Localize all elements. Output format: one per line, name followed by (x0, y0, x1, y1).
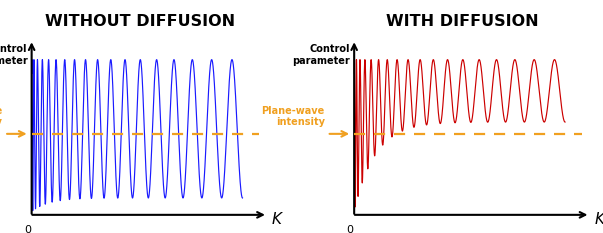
Text: K: K (595, 212, 603, 227)
Text: Plane-wave
intensity: Plane-wave intensity (0, 106, 2, 127)
Text: K: K (272, 212, 282, 227)
Title: WITHOUT DIFFUSION: WITHOUT DIFFUSION (45, 14, 235, 29)
Text: 0: 0 (347, 225, 353, 233)
Text: Control
parameter: Control parameter (292, 45, 350, 66)
Text: Control
parameter: Control parameter (0, 45, 27, 66)
Text: Plane-wave
intensity: Plane-wave intensity (261, 106, 324, 127)
Title: WITH DIFFUSION: WITH DIFFUSION (387, 14, 539, 29)
Text: 0: 0 (24, 225, 31, 233)
